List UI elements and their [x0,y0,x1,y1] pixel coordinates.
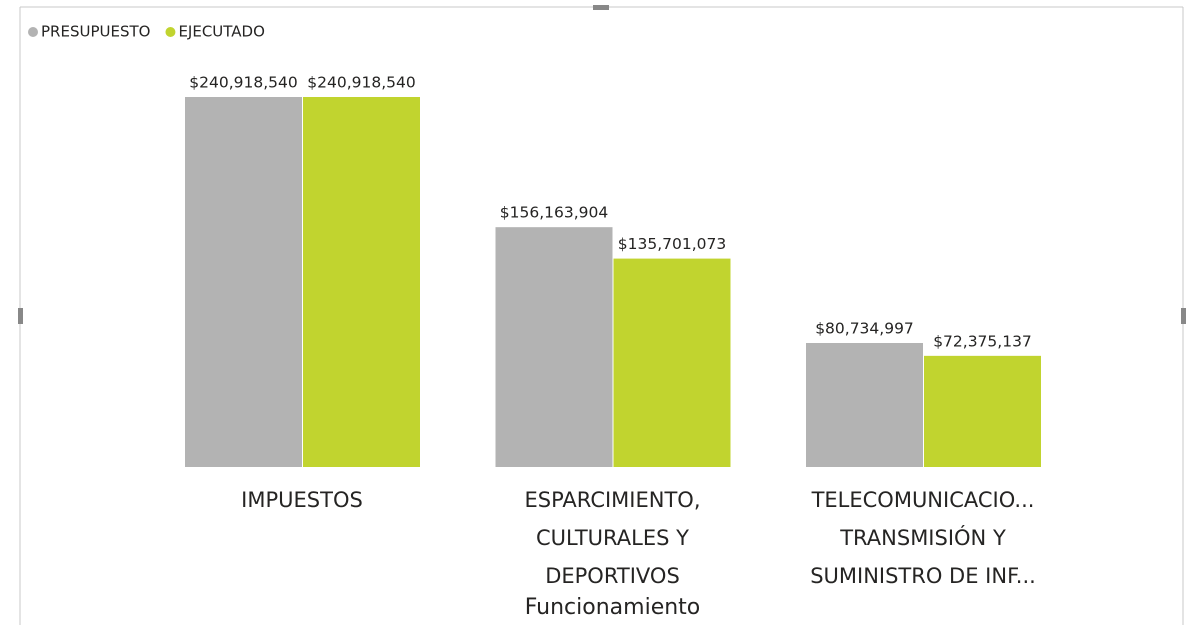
data-label: $156,163,904 [500,204,608,222]
resize-handle [1181,308,1186,324]
x-tick-label: IMPUESTOS [241,488,363,512]
bar [303,97,420,467]
x-axis-title: Funcionamiento [524,595,701,620]
legend-label: EJECUTADO [178,23,264,41]
legend-marker [165,27,176,37]
legend-marker [28,27,38,37]
bar [613,258,731,467]
data-label: $240,918,540 [189,74,297,92]
x-tick-label: ESPARCIMIENTO, CULTURALES Y DEPORTIVOS [524,488,701,588]
data-label: $72,375,137 [933,332,1032,350]
data-label: $135,701,073 [618,235,726,253]
bar [185,97,302,467]
data-label: $80,734,997 [815,320,914,338]
data-label: $240,918,540 [307,74,415,92]
bar [924,355,1041,467]
legend-label: PRESUPUESTO [41,23,150,41]
resize-handle [593,5,609,10]
bar [495,227,613,467]
resize-handle [18,308,23,324]
bar [806,343,923,467]
x-tick-label: TELECOMUNICACIO... TRANSMISIÓN Y SUMINIS… [810,488,1036,588]
